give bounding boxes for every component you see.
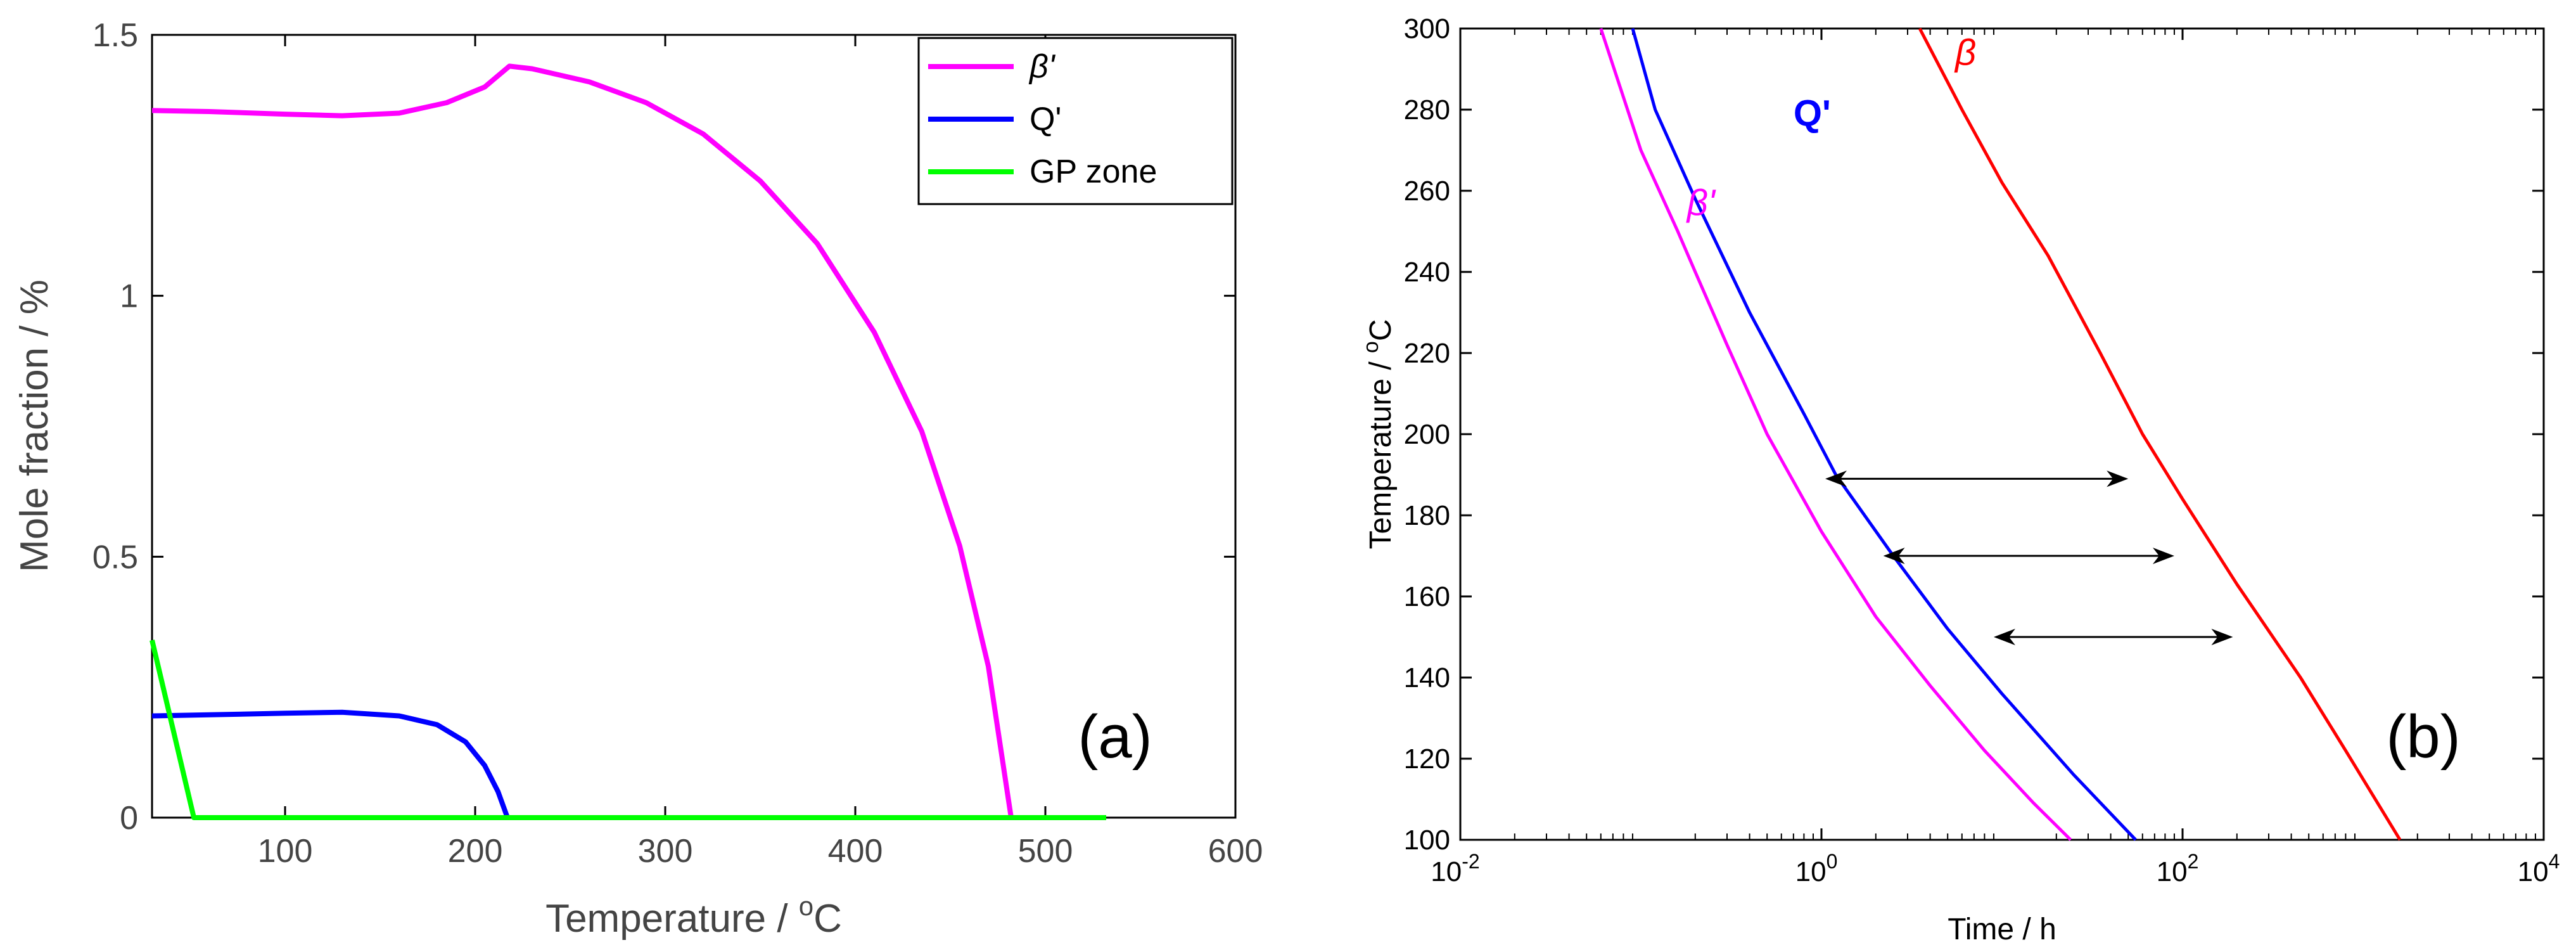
panel-b-x-axis-label: Time / h (1948, 913, 2056, 946)
panel-a-label: (a) (1078, 703, 1152, 771)
panel-b-y-tick-label: 180 (1404, 500, 1450, 531)
arrow-head-left (1883, 548, 1905, 564)
arrow-head-left (1993, 629, 2015, 645)
legend-label-gp-zone: GP zone (1030, 153, 1157, 190)
panel-a-ticks: 100 200 300 400 500 600 0 0.5 1 1.5 (92, 17, 1263, 870)
panel-b-ticks: 10-2 100 102 104100120140160180200220240260… (1404, 13, 2560, 887)
panel-b-series-line-beta (1918, 27, 2402, 841)
panel-b-double-arrow (1825, 470, 2129, 487)
arrow-head-right (2107, 470, 2129, 487)
panel-b-ylabel-unit: C (1364, 319, 1398, 341)
panel-a: 100 200 300 400 500 600 0 0.5 1 1.5 β' Q' GP zone… (13, 17, 1263, 941)
panel-a-xlabel-text: Temperature / (545, 897, 799, 941)
panel-a-y-tick-label: 0 (120, 800, 138, 837)
panel-a-y-tick-label: 1 (120, 278, 138, 315)
panel-b-series-labels: β' Q' β (1686, 32, 1976, 224)
panel-b-x-tick-label: 102 (2157, 850, 2199, 887)
panel-b-series-label-beta: β (1954, 32, 1976, 74)
panel-a-y-tick-label: 0.5 (92, 539, 138, 576)
panel-a-x-tick-label: 200 (448, 833, 503, 870)
panel-a-x-axis-label: Temperature / oC (545, 891, 842, 941)
arrow-head-left (1825, 470, 1847, 487)
panel-b-ylabel-sup: o (1359, 341, 1383, 353)
panel-b-y-tick-label: 140 (1404, 662, 1450, 693)
panel-b-series-line-q-prime (1631, 28, 2137, 841)
panel-a-y-axis-label: Mole fraction / % (13, 280, 56, 572)
panel-a-series (150, 63, 1106, 820)
panel-b-y-tick-label: 220 (1404, 338, 1450, 369)
panel-a-x-tick-label: 100 (258, 833, 313, 870)
panel-a-xlabel-unit: C (813, 897, 842, 941)
panel-b-y-tick-label: 240 (1404, 257, 1450, 288)
panel-a-x-tick-label: 600 (1208, 833, 1263, 870)
panel-b-series-label-beta-prime: β' (1686, 182, 1716, 223)
panel-a-x-tick-label: 300 (638, 833, 693, 870)
panel-a-x-tick-label: 500 (1018, 833, 1073, 870)
panel-b-y-tick-label: 300 (1404, 13, 1450, 44)
arrow-head-right (2211, 629, 2233, 645)
panel-b-double-arrow (1993, 629, 2233, 645)
panel-a-y-tick-label: 1.5 (92, 17, 138, 54)
panel-a-series-line-q-prime (151, 709, 510, 819)
panel-a-legend: β' Q' GP zone (917, 37, 1234, 205)
panel-b-y-tick-label: 160 (1404, 581, 1450, 612)
panel-b-y-axis-label: Temperature / oC (1359, 319, 1398, 549)
panel-b-series (1599, 27, 2402, 841)
panel-b-x-tick-label: 104 (2518, 850, 2560, 887)
legend-label-q-prime: Q' (1030, 101, 1061, 138)
panel-b: 10-2 100 102 104100120140160180200220240260… (1359, 13, 2560, 946)
panel-b-series-line-beta-prime (1599, 28, 2072, 841)
panel-b-double-arrow (1883, 548, 2174, 564)
panel-b-x-tick-label: 10-2 (1431, 850, 1479, 887)
panel-a-series-line-gp-zone (150, 640, 1106, 820)
panel-b-x-tick-label: 100 (1795, 850, 1838, 887)
panel-b-y-tick-label: 280 (1404, 94, 1450, 125)
panel-b-y-tick-label: 120 (1404, 743, 1450, 775)
arrow-head-right (2152, 548, 2174, 564)
panel-b-y-tick-label: 100 (1404, 825, 1450, 856)
panel-b-series-label-q-prime: Q' (1794, 93, 1831, 134)
panel-b-y-tick-label: 200 (1404, 419, 1450, 450)
panel-b-y-tick-label: 260 (1404, 176, 1450, 207)
panel-b-arrows (1825, 470, 2233, 645)
panel-a-series-line-beta-prime (151, 63, 1014, 818)
panel-a-xlabel-sup: o (799, 891, 813, 921)
legend-label-beta-prime: β' (1028, 48, 1056, 85)
panel-b-label: (b) (2386, 703, 2460, 771)
panel-b-ylabel-text: Temperature / (1364, 353, 1398, 549)
panel-a-x-tick-label: 400 (828, 833, 883, 870)
